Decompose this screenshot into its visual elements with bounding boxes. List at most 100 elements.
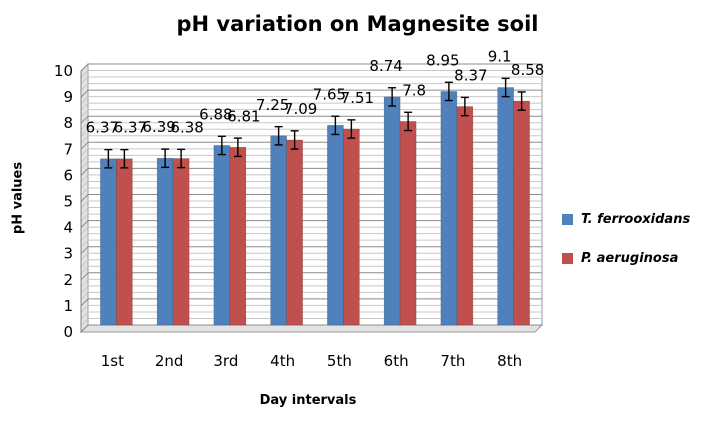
side-gridline (80, 89, 89, 98)
side-gridline (80, 109, 89, 118)
data-label: 8.58 (511, 61, 544, 79)
bar (327, 125, 344, 326)
data-label: 7.65 (313, 85, 346, 103)
side-gridline (80, 63, 89, 72)
x-tick-label: 7th (440, 352, 465, 370)
data-label: 6.88 (199, 105, 232, 123)
bar (172, 158, 190, 326)
x-axis-title: Day intervals (259, 393, 357, 408)
data-label: 6.38 (170, 118, 203, 136)
side-gridline (80, 174, 89, 183)
y-tick-label: 6 (63, 166, 73, 184)
side-gridline (80, 168, 89, 176)
legend-swatch-p-aeruginosa (562, 252, 573, 264)
side-gridline (80, 324, 89, 333)
bar (270, 135, 287, 326)
bar (497, 87, 514, 326)
side-gridline (80, 207, 89, 215)
side-gridline (80, 233, 89, 242)
bar (440, 91, 458, 326)
side-gridline (80, 246, 89, 255)
data-label: 7.51 (341, 89, 374, 107)
side-gridline (80, 102, 89, 111)
bar (229, 146, 247, 326)
legend-item-p-aeruginosa: P. aeruginosa (562, 250, 678, 266)
x-tick-label: 1st (101, 352, 124, 370)
data-label: 6.81 (227, 107, 260, 125)
side-gridline (80, 265, 89, 274)
data-label: 8.74 (369, 57, 402, 75)
side-gridline (80, 239, 89, 248)
data-label: 8.95 (426, 51, 459, 69)
legend-item-t-ferrooxidans: T. ferrooxidans (562, 211, 690, 227)
y-tick-label: 5 (63, 193, 73, 211)
data-label: 7.8 (402, 81, 426, 99)
y-tick-label: 2 (63, 271, 73, 289)
bar (343, 128, 360, 326)
side-gridline (80, 200, 89, 209)
y-tick-label: 3 (63, 245, 73, 263)
bar (116, 158, 133, 326)
data-label: 6.37 (114, 119, 147, 137)
bar (213, 145, 231, 326)
bar (399, 121, 417, 326)
legend-label-p-aeruginosa: P. aeruginosa (581, 250, 679, 266)
x-tick-label: 2nd (155, 352, 184, 370)
y-tick-label: 4 (63, 219, 73, 237)
x-tick-label: 8th (497, 352, 522, 370)
chart-title: pH variation on Magnesite soil (176, 12, 539, 36)
side-gridline (80, 278, 89, 287)
bar (513, 100, 530, 326)
y-tick-label: 7 (63, 140, 73, 158)
bar (286, 139, 303, 326)
legend-swatch-t-ferrooxidans (562, 213, 573, 225)
data-label: 7.09 (284, 100, 317, 118)
side-gridline (80, 292, 89, 300)
side-gridline (80, 122, 89, 131)
x-tick-label: 5th (327, 352, 352, 370)
side-gridline (80, 154, 89, 163)
side-gridline (80, 115, 89, 124)
side-gridline (80, 226, 89, 235)
y-tick-label: 0 (63, 323, 73, 341)
side-gridline (80, 161, 89, 170)
side-gridline (80, 141, 89, 150)
bar (383, 96, 401, 326)
side-gridline (80, 187, 89, 196)
side-gridline (80, 70, 89, 78)
y-tick-label: 9 (63, 88, 73, 106)
data-label: 6.39 (142, 118, 175, 136)
bar (100, 158, 117, 326)
bar (156, 157, 174, 326)
x-tick-label: 4th (270, 352, 295, 370)
side-gridline (80, 305, 89, 313)
x-tick-label: 3rd (213, 352, 238, 370)
side-gridline (80, 83, 89, 91)
side-gridline (80, 148, 89, 157)
y-tick-label: 1 (63, 297, 73, 315)
data-label: 7.25 (256, 96, 289, 114)
side-gridline (80, 259, 89, 268)
side-gridline (80, 298, 89, 307)
side-gridline (80, 272, 89, 281)
side-gridline (80, 318, 89, 326)
side-gridline (80, 213, 89, 222)
side-gridline (80, 96, 89, 104)
data-label: 9.1 (488, 47, 512, 65)
side-gridline (80, 194, 89, 202)
data-label: 6.37 (86, 119, 119, 137)
side-gridline (80, 135, 89, 144)
side-gridline (80, 220, 89, 228)
side-gridline (80, 181, 89, 189)
floor (79, 324, 544, 333)
y-tick-label: 8 (63, 114, 73, 132)
data-label: 8.37 (454, 67, 487, 85)
side-gridline (80, 128, 89, 137)
side-gridline (80, 285, 89, 294)
bar (456, 106, 474, 326)
legend-label-t-ferrooxidans: T. ferrooxidans (581, 211, 691, 227)
y-tick-label: 10 (54, 62, 73, 80)
x-tick-label: 6th (384, 352, 409, 370)
side-gridline (80, 311, 89, 320)
